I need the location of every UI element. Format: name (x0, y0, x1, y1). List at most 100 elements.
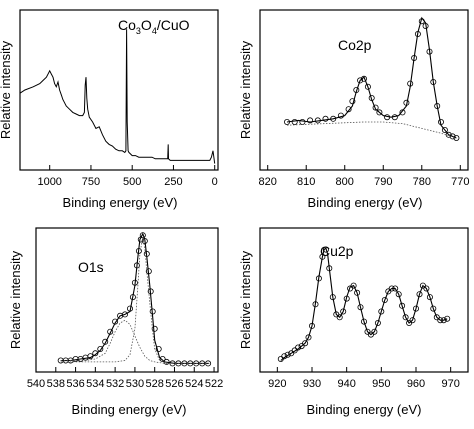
plot-frame (19, 9, 219, 171)
data-point (343, 295, 350, 302)
data-point (368, 95, 375, 102)
data-point (312, 301, 319, 308)
data-point (384, 114, 391, 121)
data-point (399, 109, 406, 116)
x-tick-label: 526 (165, 378, 183, 390)
data-point (131, 279, 138, 286)
data-point (127, 305, 134, 312)
data-point (364, 328, 371, 335)
x-tick-label: 970 (441, 378, 459, 390)
data-point (97, 345, 104, 352)
x-tick-label: 790 (374, 176, 392, 188)
data-point (402, 314, 409, 321)
data-point (147, 288, 154, 295)
data-point (308, 322, 315, 329)
y-axis-label: Relative intensity (0, 40, 13, 139)
data-point (367, 331, 374, 338)
chart-title: O1s (78, 259, 104, 275)
y-axis-label: Relative intensity (238, 40, 253, 139)
data-point (433, 314, 440, 321)
chart-title: Co2p (338, 37, 372, 53)
panel-cu2p: 920 930 940 950 960 970 Binding energy (eV) Rel… (238, 227, 469, 417)
data-point (129, 294, 136, 301)
title-part: /CuO (157, 17, 190, 33)
data-point (414, 30, 421, 37)
panel-o1s: 540 538 536 534 532 530 528 526 524 522 Binding en… (8, 227, 223, 417)
data-point (163, 358, 170, 365)
data-point (411, 55, 418, 62)
data-point (418, 18, 425, 25)
data-point (284, 351, 291, 358)
data-point (353, 87, 360, 94)
plot-frame (35, 227, 219, 373)
data-point (92, 350, 99, 357)
data-point (399, 302, 406, 309)
title-part: O (141, 17, 152, 33)
data-point (378, 308, 385, 315)
data-point (422, 22, 429, 29)
x-tick-label: 0 (212, 176, 218, 188)
data-point (122, 311, 129, 318)
data-point (445, 131, 452, 138)
data-point (392, 285, 399, 292)
data-point (357, 77, 364, 84)
data-point (376, 109, 383, 116)
data-point (314, 117, 321, 124)
data-point (440, 317, 447, 324)
x-axis-label: Binding energy (eV) (308, 195, 423, 210)
data-point (449, 133, 456, 140)
x-tick-label: 524 (185, 378, 203, 390)
data-point (295, 344, 302, 351)
data-point (437, 119, 444, 126)
data-point (133, 262, 140, 269)
data-point (409, 317, 416, 324)
chart-title: Co3O4/CuO (118, 17, 190, 36)
data-point (364, 83, 371, 90)
data-point (388, 285, 395, 292)
data-point (340, 308, 347, 315)
data-point (305, 334, 312, 341)
data-point (349, 98, 356, 105)
data-point (319, 253, 326, 260)
data-point (347, 285, 354, 292)
data-point (329, 294, 336, 301)
data-point (354, 289, 361, 296)
series-line (280, 247, 448, 361)
x-tick-label: 960 (407, 378, 425, 390)
data-point (159, 355, 166, 362)
data-point (336, 314, 343, 321)
data-point (291, 119, 298, 126)
data-point (281, 353, 288, 360)
chart-title: Cu2p (320, 243, 354, 259)
x-tick-label: 800 (336, 176, 354, 188)
x-tick-label: 538 (47, 378, 65, 390)
data-point (87, 353, 94, 360)
y-axis-label: Relative intensity (8, 250, 23, 349)
x-tick-label: 930 (303, 378, 321, 390)
data-point (416, 291, 423, 298)
x-axis-label: Binding energy (eV) (307, 402, 422, 417)
data-point (407, 80, 414, 87)
data-point (322, 246, 329, 253)
component-line (60, 319, 210, 364)
data-point (283, 119, 290, 126)
data-point (330, 115, 337, 122)
x-tick-label: 920 (268, 378, 286, 390)
data-point (357, 304, 364, 311)
data-point (107, 328, 114, 335)
x-tick-label: 810 (297, 176, 315, 188)
data-point (350, 282, 357, 289)
data-point (302, 340, 309, 347)
data-point (360, 318, 367, 325)
plot-frame (259, 227, 469, 373)
x-tick-label: 940 (337, 378, 355, 390)
data-point (391, 114, 398, 121)
data-point (434, 103, 441, 110)
data-point (112, 318, 119, 325)
data-point (145, 268, 152, 275)
series-line (19, 29, 216, 164)
x-axis-label: Binding energy (eV) (63, 195, 178, 210)
data-point (326, 265, 333, 272)
x-tick-label: 750 (82, 176, 100, 188)
